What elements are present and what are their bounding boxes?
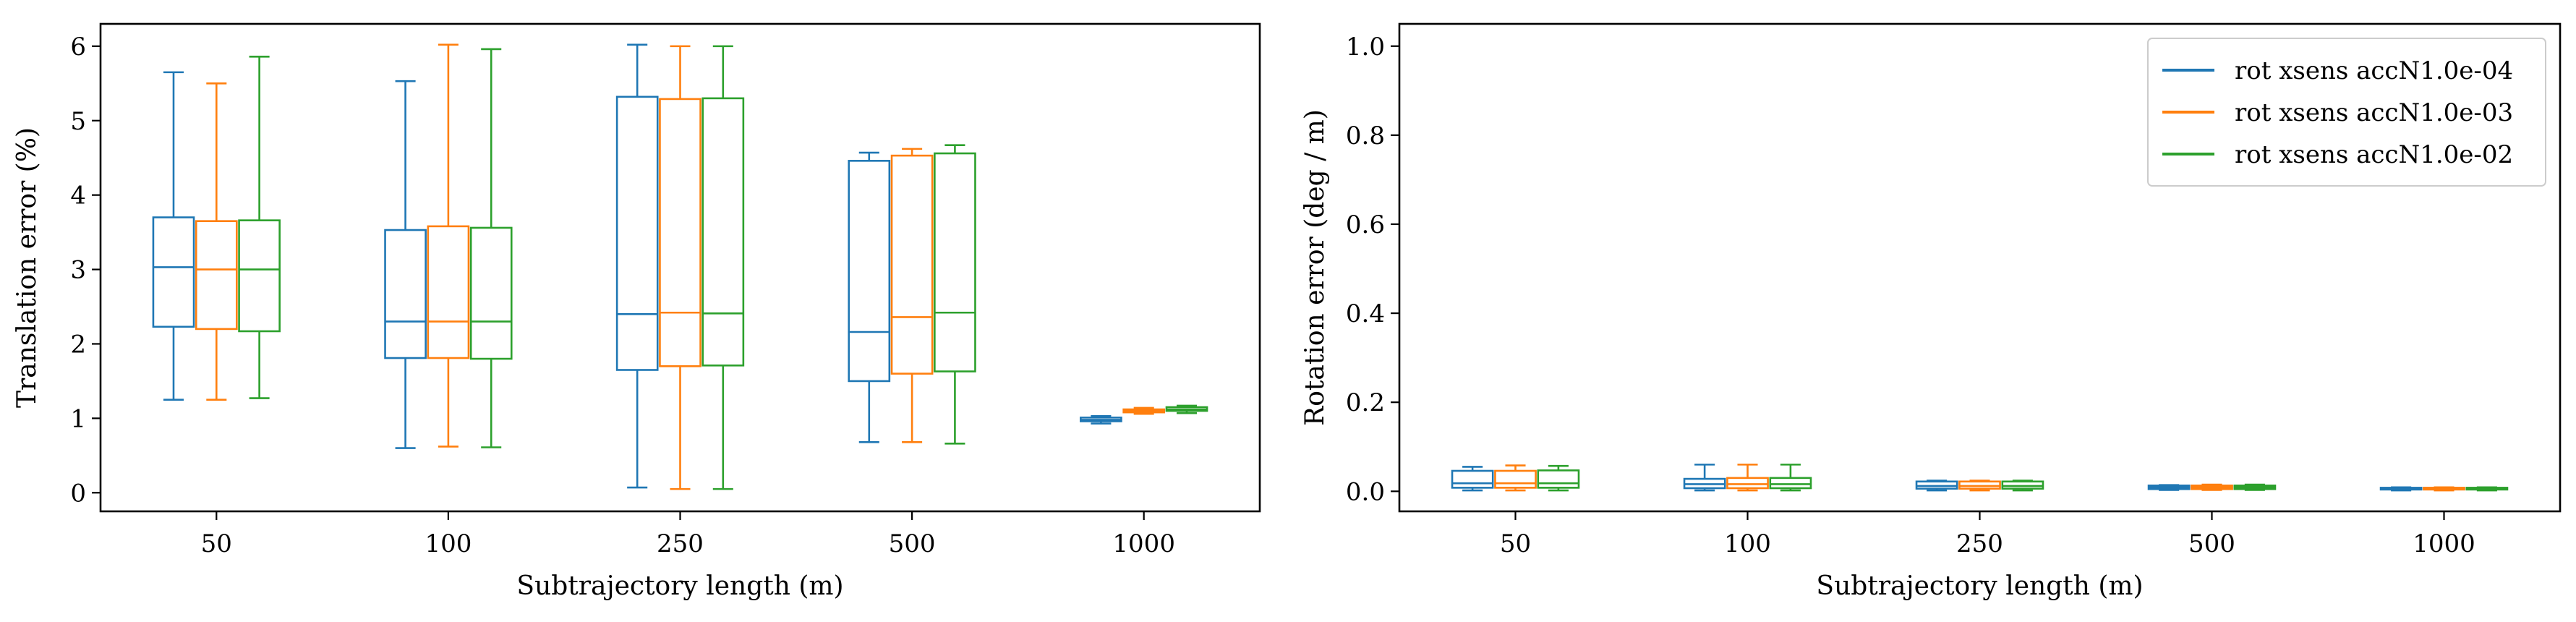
box-plot	[2001, 480, 2044, 492]
legend-frame	[2147, 38, 2546, 187]
x-tick-label: 1000	[1112, 529, 1175, 558]
x-axis-label: Subtrajectory length (m)	[1816, 571, 2143, 601]
box-plot	[1726, 464, 1769, 492]
x-tick-label: 250	[657, 529, 704, 558]
box-body	[427, 225, 470, 359]
y-tick-label: 0.2	[1346, 388, 1385, 417]
legend-label: rot xsens accN1.0e-04	[2235, 56, 2513, 85]
box-body	[1726, 477, 1769, 490]
box-body	[1494, 469, 1537, 489]
y-tick-label: 6	[70, 33, 86, 61]
box-plot	[890, 148, 934, 443]
x-tick-label: 100	[425, 529, 472, 558]
y-axis-label: Translation error (%)	[12, 127, 42, 408]
box-plot	[1537, 464, 1580, 492]
box-body	[238, 219, 281, 333]
box-plot	[1915, 480, 1958, 492]
box-plot	[2233, 483, 2277, 491]
box-plot	[384, 80, 427, 449]
y-tick-label: 5	[70, 107, 86, 136]
box-plot	[1451, 466, 1494, 492]
y-tick-label: 0.4	[1346, 299, 1385, 328]
box-plot	[469, 48, 513, 448]
x-tick-label: 1000	[2413, 529, 2475, 558]
box-plot	[1165, 404, 1208, 414]
box-plot	[2379, 486, 2423, 492]
box-body	[659, 98, 701, 367]
box-plot	[2191, 483, 2233, 491]
box-plot	[238, 55, 281, 399]
x-tick-label: 50	[201, 529, 232, 558]
box-body	[1769, 477, 1812, 490]
box-plot	[701, 45, 745, 490]
y-tick-label: 1	[70, 404, 86, 433]
box-plot	[934, 144, 976, 445]
box-body	[195, 220, 238, 331]
box-body	[1451, 469, 1494, 489]
translation-error-panel: 0 1 2 3 4 5 6 50 100 250 500 1000 Subtrajectory leng…	[12, 22, 1261, 601]
y-axis-label: Rotation error (deg / m)	[1300, 109, 1330, 426]
legend-label: rot xsens accN1.0e-03	[2235, 98, 2513, 127]
x-tick-label: 500	[889, 529, 936, 558]
y-tick-label: 3	[70, 256, 86, 285]
box-plot	[2423, 486, 2465, 492]
box-body	[701, 97, 745, 367]
box-plot	[659, 45, 701, 490]
x-tick-label: 250	[1956, 529, 2003, 558]
rotation-error-panel: 0.0 0.2 0.4 0.6 0.8 1.0 50 100 250 500 1000 Subtraj…	[1300, 22, 2562, 601]
box-body	[469, 226, 513, 360]
x-axis-label: Subtrajectory length (m)	[516, 571, 843, 601]
box-body	[890, 154, 934, 375]
box-body	[934, 152, 976, 372]
box-plot	[2147, 484, 2191, 491]
y-tick-label: 4	[70, 182, 86, 210]
box-plot	[152, 71, 195, 401]
y-tick-label: 0.6	[1346, 210, 1385, 239]
box-plot	[1494, 464, 1537, 492]
y-tick-label: 0.0	[1346, 477, 1385, 506]
box-body	[1537, 469, 1580, 489]
box-plot	[2465, 486, 2509, 492]
box-plot	[1958, 480, 2001, 492]
box-plot	[1683, 464, 1726, 492]
box-plot	[195, 82, 238, 401]
legend-label: rot xsens accN1.0e-02	[2235, 140, 2513, 169]
box-body	[615, 95, 659, 371]
x-tick-label: 500	[2188, 529, 2235, 558]
box-plot	[1080, 414, 1122, 425]
box-body	[384, 229, 427, 359]
y-tick-label: 2	[70, 330, 86, 359]
x-tick-label: 100	[1724, 529, 1771, 558]
legend: rot xsens accN1.0e-04 rot xsens accN1.0e-…	[2147, 38, 2546, 187]
box-plot	[848, 151, 891, 443]
x-tick-label: 50	[1500, 529, 1531, 558]
box-body	[848, 160, 891, 383]
box-plot	[1122, 406, 1166, 415]
y-tick-label: 1.0	[1346, 33, 1385, 61]
y-tick-label: 0.8	[1346, 122, 1385, 150]
box-plot	[427, 43, 470, 448]
box-plot	[1769, 464, 1812, 492]
box-body	[152, 216, 195, 328]
y-tick-label: 0	[70, 479, 86, 508]
box-plot	[615, 43, 659, 489]
